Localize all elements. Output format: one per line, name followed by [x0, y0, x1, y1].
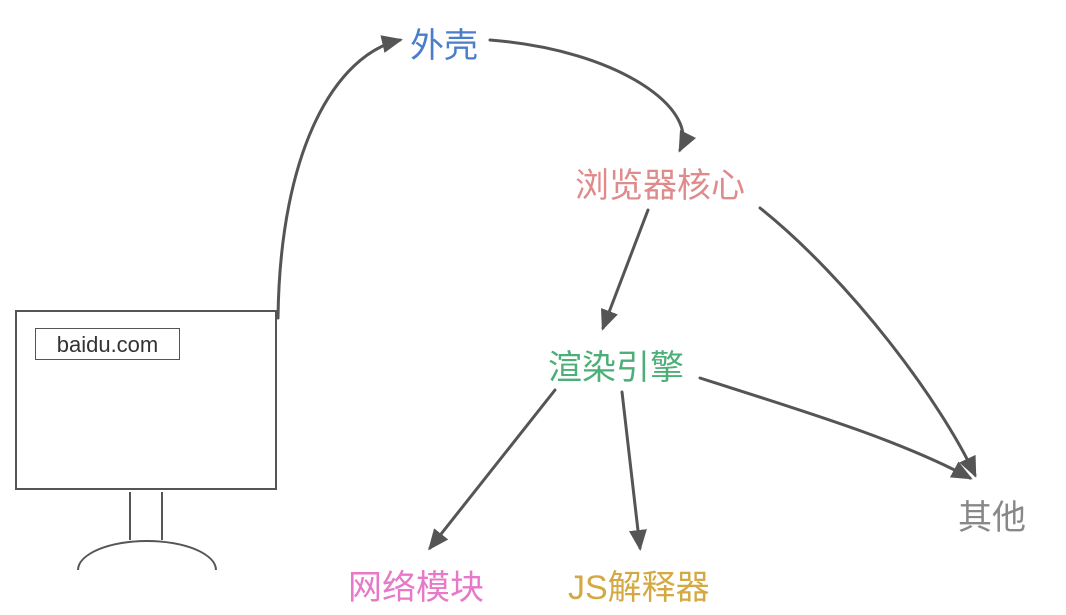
edge-render-to-js: [622, 392, 640, 548]
monitor-url-bar: baidu.com: [35, 328, 180, 360]
node-core: 浏览器核心: [575, 158, 745, 207]
node-other: 其他: [958, 490, 1026, 539]
node-shell: 外壳: [410, 18, 478, 67]
node-network: 网络模块: [348, 560, 484, 609]
monitor-stand-base: [77, 540, 217, 570]
monitor-stand-neck: [129, 492, 163, 540]
edge-monitor-to-shell: [278, 40, 400, 318]
edge-render-to-network: [430, 390, 555, 548]
edge-shell-to-core: [490, 40, 683, 150]
node-render: 渲染引擎: [548, 340, 684, 389]
node-js: JS解释器: [568, 560, 710, 609]
edge-core-to-other: [760, 208, 975, 475]
edge-core-to-render: [603, 210, 648, 328]
edge-render-to-other: [700, 378, 970, 478]
